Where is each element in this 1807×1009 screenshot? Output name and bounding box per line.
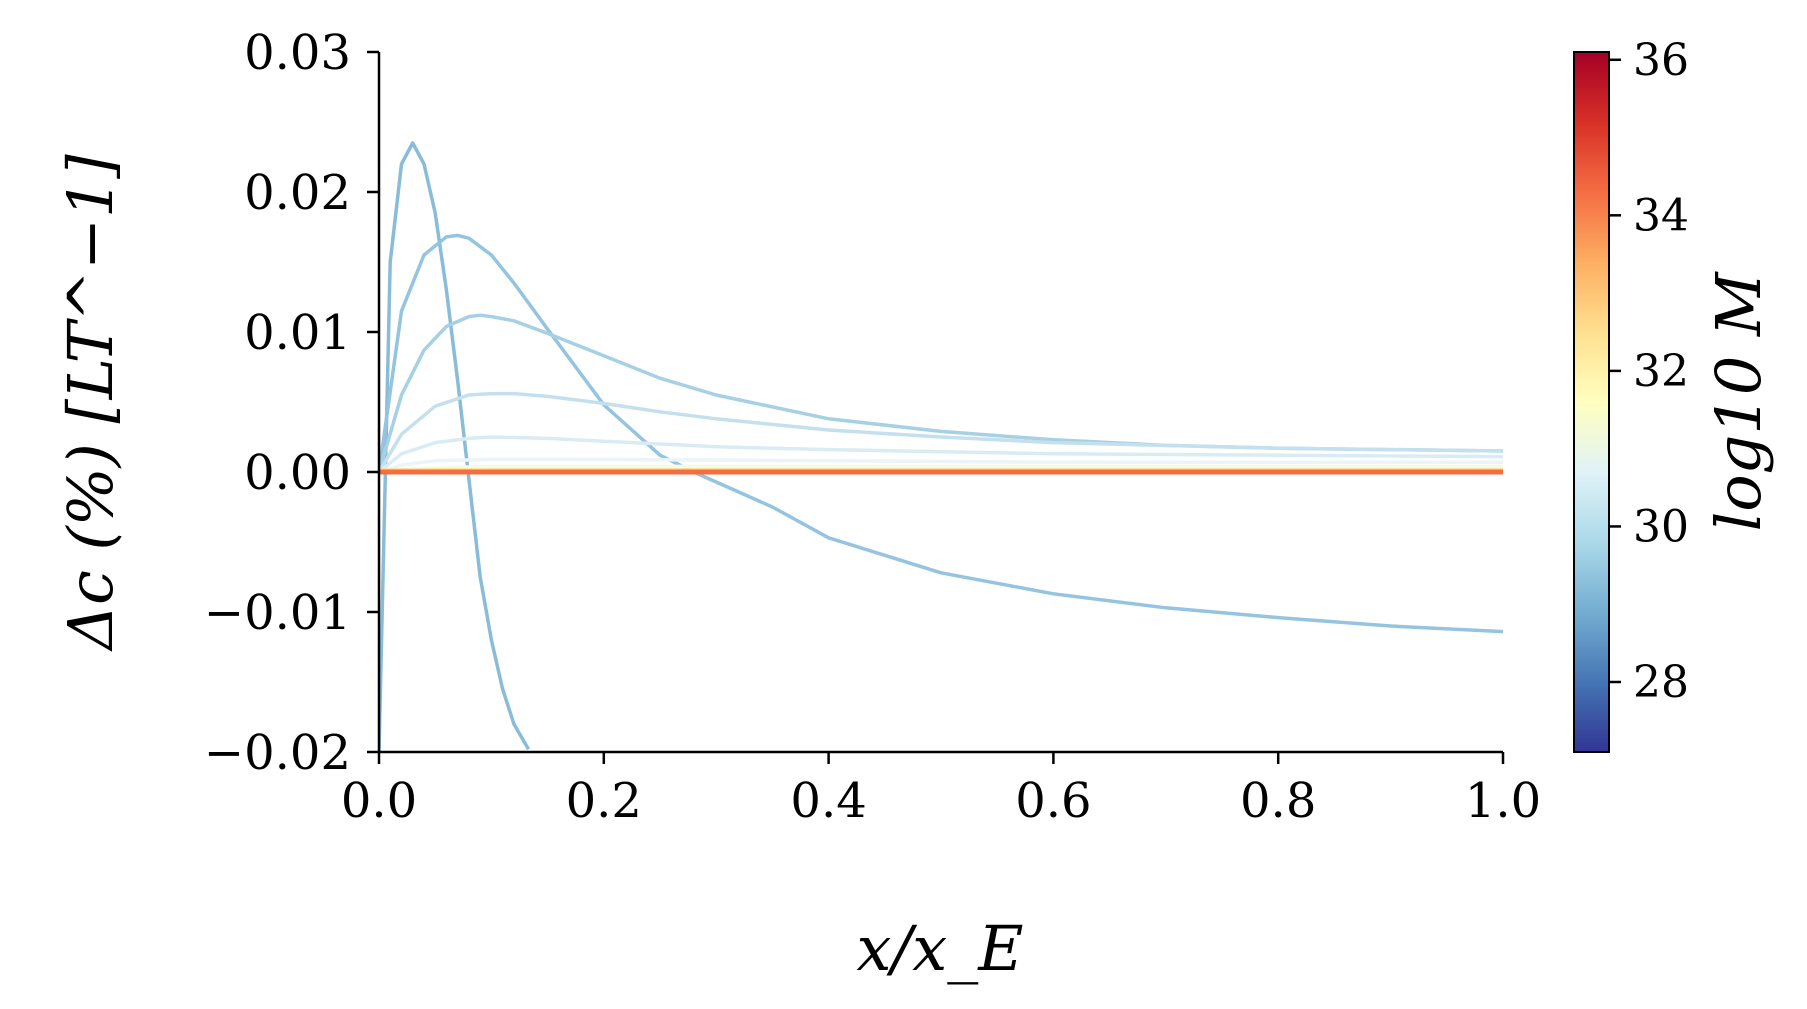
- axes: [377, 52, 1503, 754]
- x-tick-label: 0.6: [1015, 773, 1091, 829]
- colorbar-gradient: [1573, 51, 1610, 753]
- x-tick-label: 1.0: [1465, 773, 1541, 829]
- series-line-4: [378, 391, 1503, 473]
- x-axis-label: x/x_E: [856, 912, 1023, 985]
- y-tick-label: 0.03: [244, 25, 351, 81]
- x-tick-label: 0.2: [566, 773, 642, 829]
- series-line-6: [378, 457, 1503, 474]
- x-ticks: 0.0 0.2 0.4 0.6 0.8 1.0: [341, 752, 1541, 829]
- x-tick-label: 0.0: [341, 773, 417, 829]
- y-axis-label: Δc (%) [LT^−1]: [54, 153, 127, 651]
- y-tick-label: 0.00: [244, 445, 351, 501]
- colorbar-tick-label: 36: [1633, 35, 1689, 86]
- colorbar-tick-label: 28: [1633, 657, 1689, 708]
- y-tick-label: 0.02: [244, 165, 351, 221]
- series-line-5: [378, 435, 1503, 474]
- y-ticks: 0.03 0.02 0.01 0.00 −0.01 −0.02: [204, 25, 379, 781]
- colorbar: 36 34 32 30 28 log10 M: [1573, 35, 1775, 753]
- series-line-2: [378, 233, 1503, 634]
- colorbar-label: log10 M: [1702, 271, 1775, 531]
- x-tick-label: 0.4: [790, 773, 866, 829]
- colorbar-tick-label: 32: [1633, 346, 1689, 397]
- colorbar-ticks: 36 34 32 30 28: [1609, 35, 1689, 708]
- y-tick-label: −0.02: [204, 725, 351, 781]
- series-line-1: [378, 141, 531, 752]
- y-tick-label: 0.01: [244, 305, 351, 361]
- colorbar-tick-label: 30: [1633, 501, 1689, 552]
- x-tick-label: 0.8: [1240, 773, 1316, 829]
- plot-area: [378, 141, 1503, 752]
- y-tick-label: −0.01: [204, 585, 351, 641]
- colorbar-tick-label: 34: [1633, 190, 1689, 241]
